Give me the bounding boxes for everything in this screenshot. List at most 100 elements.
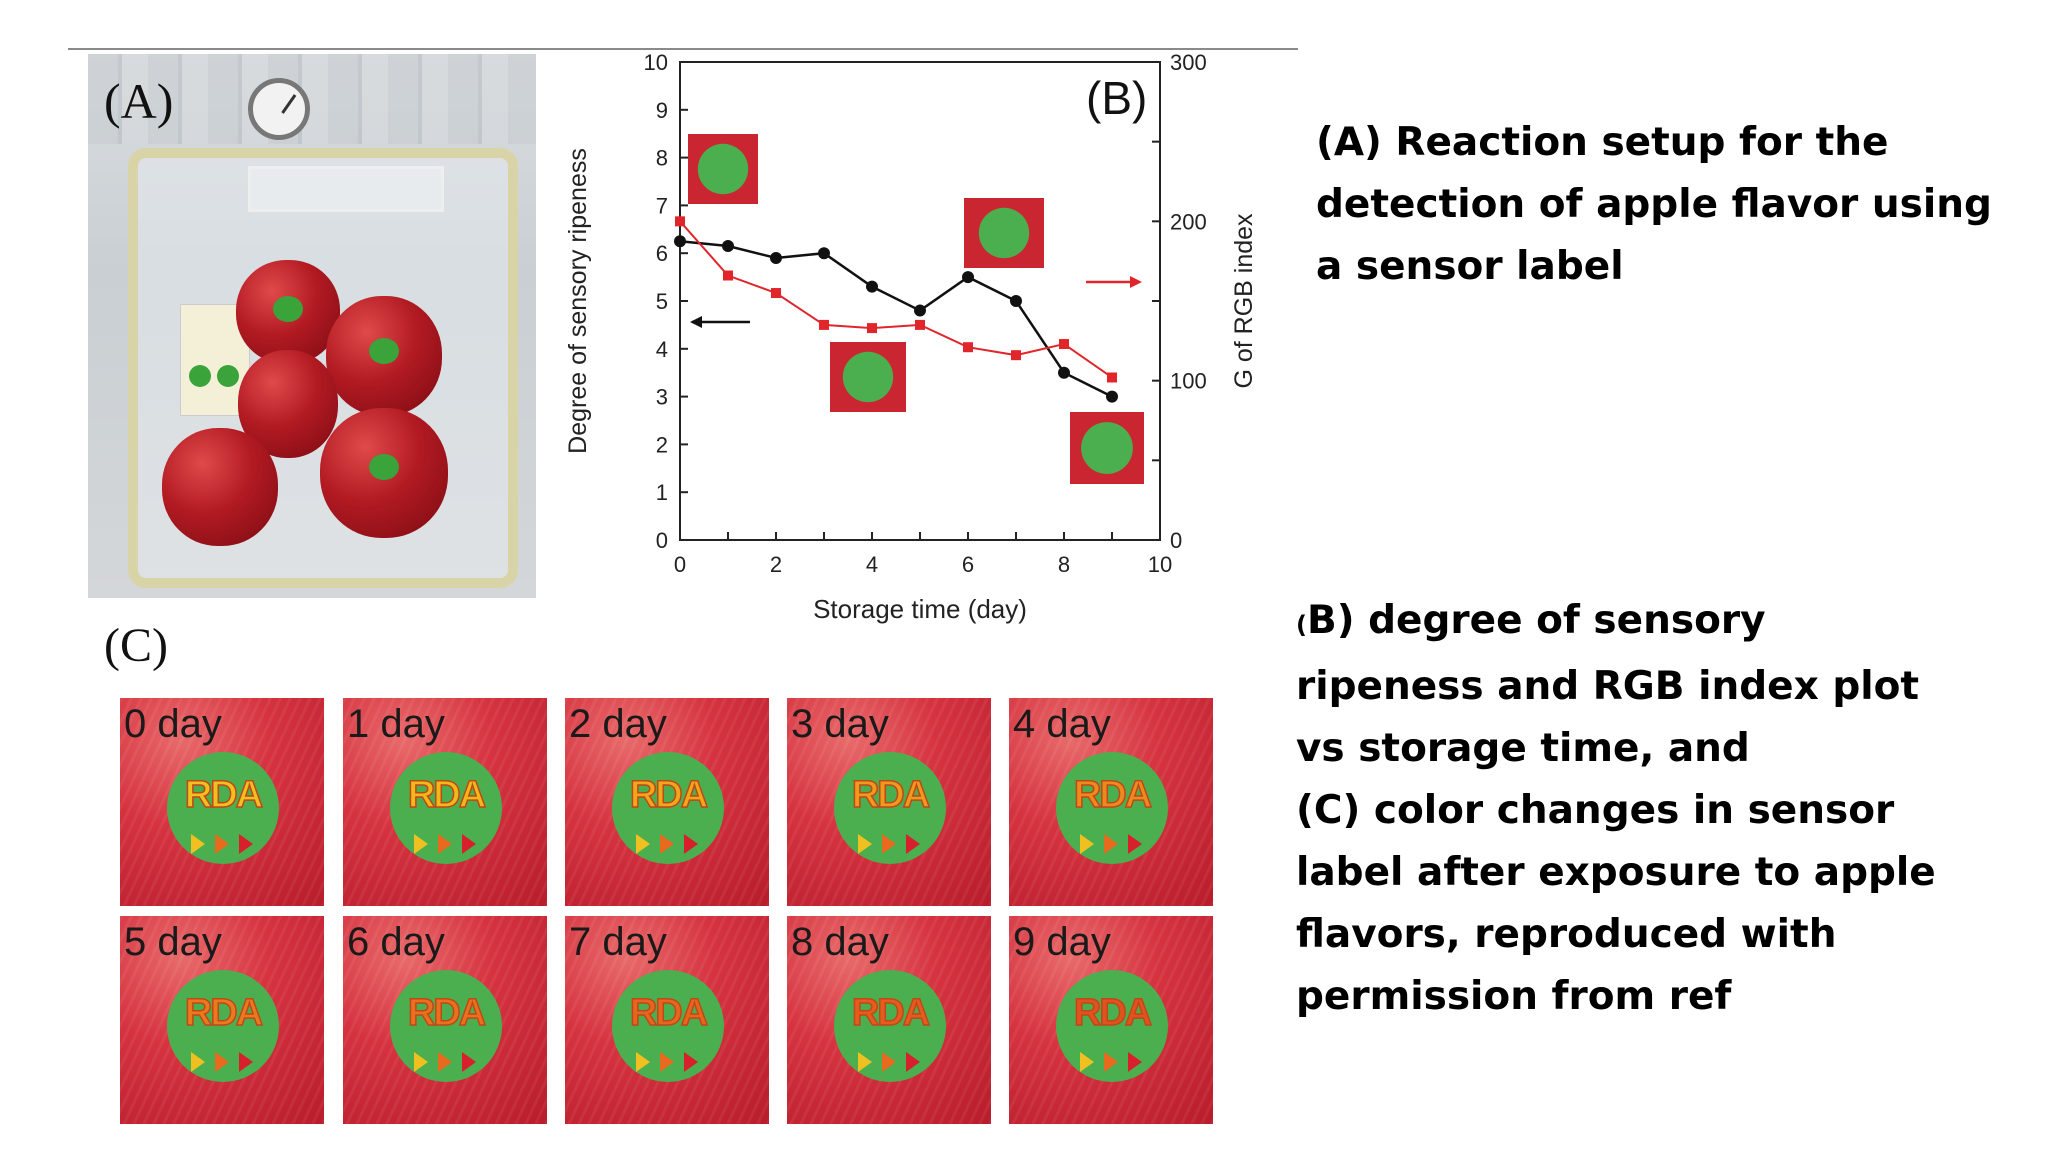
caption-c-line: flavors, reproduced with <box>1296 912 1837 957</box>
indicator-triangle-icon <box>684 1052 698 1072</box>
series-point <box>962 271 974 284</box>
y-tick-label: 9 <box>656 98 668 123</box>
series-point <box>963 342 973 353</box>
day-label: 8 day <box>791 920 889 964</box>
sensor-disc-icon: RDA <box>1056 752 1168 864</box>
sensor-label-tile: RDA 6 day <box>343 916 547 1124</box>
indicator-triangle-icon <box>906 834 920 854</box>
x-tick-label: 2 <box>770 552 782 577</box>
series-point <box>1107 372 1117 383</box>
y-axis-label: Degree of sensory ripeness <box>564 148 592 454</box>
caption-open-paren: ( <box>1296 611 1307 639</box>
y2-tick-label: 100 <box>1170 369 1207 394</box>
indicator-triangle-icon <box>438 1052 452 1072</box>
x-tick-label: 0 <box>674 552 686 577</box>
lab-shelf-background <box>88 54 536 144</box>
day-label: 0 day <box>124 702 222 746</box>
caption-b-line: (B) degree of sensory <box>1296 590 2036 656</box>
rda-logo: RDA <box>851 991 931 1035</box>
day-label: 3 day <box>791 702 889 746</box>
y-tick-label: 0 <box>656 528 668 553</box>
day-label: 1 day <box>347 702 445 746</box>
indicator-triangle-icon <box>1128 834 1142 854</box>
sensor-thumbnail-disc <box>842 351 894 403</box>
indicator-triangle-icon <box>438 834 452 854</box>
sensor-disc-icon: RDA <box>1056 970 1168 1082</box>
x-axis-label: Storage time (day) <box>813 594 1027 624</box>
chamber-lid <box>248 166 444 212</box>
caption-b-line-text: B) degree of sensory <box>1306 598 1766 643</box>
caption-a-line: a sensor label <box>1316 244 1624 289</box>
sensor-thumbnail-disc <box>978 207 1030 259</box>
y-tick-label: 7 <box>656 193 668 218</box>
indicator-triangle-icon <box>462 1052 476 1072</box>
sensor-label-tile: RDA 9 day <box>1009 916 1213 1124</box>
series-line <box>679 240 1113 398</box>
day-label: 4 day <box>1013 702 1111 746</box>
caption-a-line: detection of apple flavor using <box>1316 182 1992 227</box>
indicator-triangle-icon <box>239 834 253 854</box>
indicator-triangle-icon <box>414 834 428 854</box>
y2-tick-label: 200 <box>1170 209 1207 234</box>
caption-c-line: label after exposure to apple <box>1296 850 1936 895</box>
x-tick-label: 4 <box>866 552 878 577</box>
sensor-disc-icon: RDA <box>612 970 724 1082</box>
series-point <box>674 235 686 248</box>
y-tick-label: 4 <box>656 337 668 362</box>
y2-axis-label: G of RGB index <box>1230 213 1258 389</box>
sensor-label-tile: RDA 7 day <box>565 916 769 1124</box>
caption-panels-b-c: (B) degree of sensory ripeness and RGB i… <box>1296 590 2036 1028</box>
series-point <box>1010 295 1022 307</box>
indicator-triangle-icon <box>882 1052 896 1072</box>
apple-icon <box>326 296 442 416</box>
sensor-thumbnail-disc <box>697 143 749 195</box>
series-point <box>1106 390 1118 403</box>
y-tick-label: 5 <box>656 289 668 314</box>
sensor-label-tile: RDA 4 day <box>1009 698 1213 906</box>
rda-logo: RDA <box>1073 991 1153 1035</box>
series-point <box>867 323 877 334</box>
rda-logo: RDA <box>407 773 487 817</box>
series-point <box>866 280 878 293</box>
panel-c-letter: (C) <box>104 619 168 672</box>
series-point <box>723 270 733 281</box>
pressure-gauge-icon <box>248 78 310 140</box>
apple-icon <box>236 260 340 364</box>
indicator-triangle-icon <box>462 834 476 854</box>
indicator-triangle-icon <box>660 1052 674 1072</box>
series-point <box>770 251 782 264</box>
series-line <box>679 220 1113 379</box>
y-tick-label: 8 <box>656 146 668 171</box>
day-label: 7 day <box>569 920 667 964</box>
indicator-triangle-icon <box>215 1052 229 1072</box>
series-point <box>1058 366 1070 379</box>
indicator-triangle-icon <box>636 834 650 854</box>
y-tick-label: 1 <box>656 480 668 505</box>
indicator-triangle-icon <box>1080 1052 1094 1072</box>
rda-logo: RDA <box>184 773 264 817</box>
series-point <box>1059 339 1069 350</box>
day-label: 2 day <box>569 702 667 746</box>
sensor-disc-icon: RDA <box>167 752 279 864</box>
rda-logo: RDA <box>184 991 264 1035</box>
indicator-triangle-icon <box>1104 1052 1118 1072</box>
sensor-thumbnail-disc <box>1081 422 1133 474</box>
sensor-disc-icon: RDA <box>612 752 724 864</box>
day-label: 6 day <box>347 920 445 964</box>
indicator-triangle-icon <box>660 834 674 854</box>
apple-icon <box>320 408 448 538</box>
sensor-label-tile: RDA 8 day <box>787 916 991 1124</box>
indicator-triangle-icon <box>906 1052 920 1072</box>
series-point <box>818 247 830 260</box>
indicator-triangle-icon <box>414 1052 428 1072</box>
day-label: 5 day <box>124 920 222 964</box>
indicator-triangle-icon <box>191 1052 205 1072</box>
sensor-disc-icon: RDA <box>834 752 946 864</box>
x-tick-label: 10 <box>1148 552 1172 577</box>
sensor-disc-icon: RDA <box>834 970 946 1082</box>
sensor-dot-icon <box>189 365 211 387</box>
rda-logo: RDA <box>407 991 487 1035</box>
indicator-triangle-icon <box>858 1052 872 1072</box>
left-axis-arrowhead <box>690 316 702 328</box>
